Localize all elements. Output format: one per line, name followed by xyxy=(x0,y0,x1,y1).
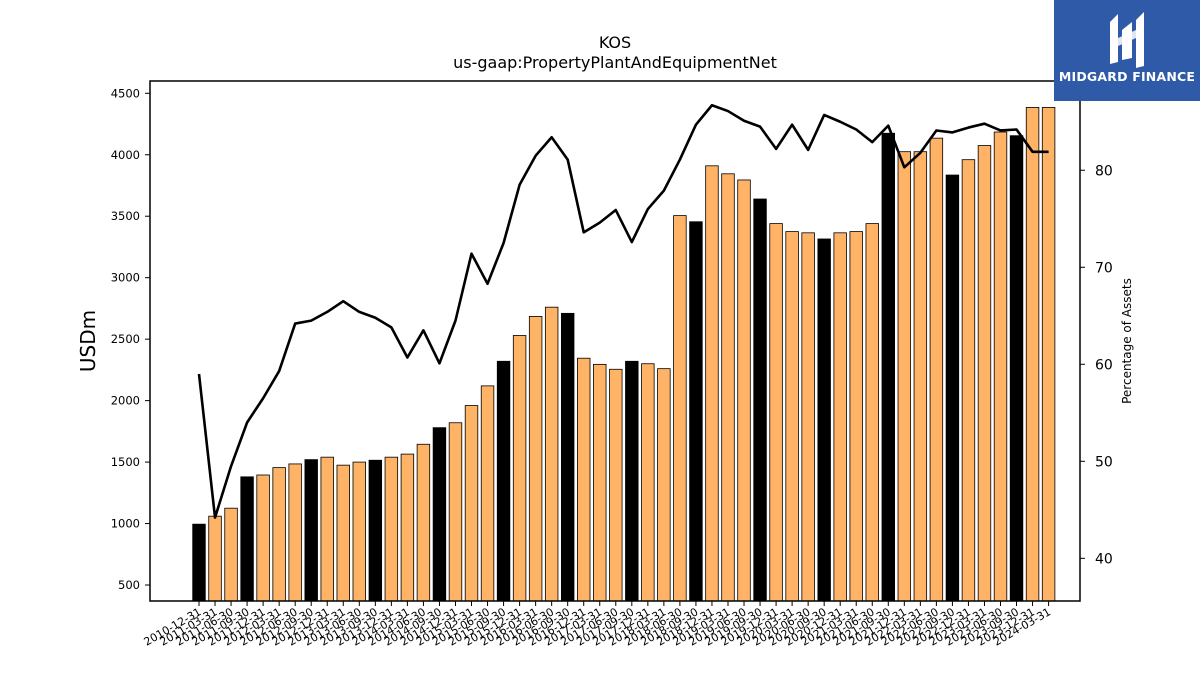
chart-subtitle: us-gaap:PropertyPlantAndEquipmentNet xyxy=(453,53,777,72)
bar-2021-06-30 xyxy=(865,223,879,602)
bar-2021-09-30 xyxy=(881,132,895,602)
y-tick-label: 2500 xyxy=(111,332,140,346)
bar-2012-09-30 xyxy=(304,459,318,602)
bar-2014-03-31 xyxy=(400,453,415,602)
bar-2019-09-30 xyxy=(753,198,767,602)
bar-2017-03-31 xyxy=(593,363,607,602)
bar-2013-09-30 xyxy=(368,459,383,602)
bar-2020-03-31 xyxy=(785,231,799,602)
bar-2023-09-30 xyxy=(1009,135,1024,602)
bar-2011-03-31 xyxy=(208,515,222,602)
y-tick-label: 1500 xyxy=(111,455,140,469)
y-right-tick-label: 80 xyxy=(1095,163,1113,179)
bar-2018-03-31 xyxy=(657,368,671,602)
bar-2017-06-30 xyxy=(609,368,623,602)
y-right-tick-label: 50 xyxy=(1095,454,1113,470)
bar-2021-03-31 xyxy=(849,231,863,602)
bar-2016-06-30 xyxy=(544,306,559,602)
plot-frame xyxy=(149,80,1081,602)
bar-2016-03-31 xyxy=(528,316,543,602)
bar-2019-12-31 xyxy=(769,223,783,602)
y-axis-left: 500 1000 1500 2000 2500 3000 3500 4000 4500 xyxy=(111,86,150,592)
midgard-finance-logo: MIDGARD FINANCE xyxy=(1054,0,1200,101)
bar-2013-03-31 xyxy=(336,464,350,602)
y-tick-label: 2000 xyxy=(111,394,140,408)
bar-2017-12-31 xyxy=(641,363,655,602)
bar-2019-06-30 xyxy=(737,179,751,602)
bar-2014-09-30 xyxy=(432,427,447,602)
midgard-m-logo-icon xyxy=(1110,12,1144,68)
y-right-tick-label: 40 xyxy=(1095,551,1113,567)
bar-2021-12-31 xyxy=(897,151,912,602)
percentage-line xyxy=(197,103,1049,519)
bar-2015-12-31 xyxy=(512,335,527,602)
bar-2016-09-30 xyxy=(560,312,575,602)
bar-2015-03-31 xyxy=(464,405,479,602)
bar-2020-06-30 xyxy=(801,232,815,602)
bar-2013-06-30 xyxy=(352,461,367,602)
bar-series xyxy=(192,107,1056,602)
bar-2014-12-31 xyxy=(448,422,463,602)
bar-2023-03-31 xyxy=(977,145,992,602)
bar-2023-12-31 xyxy=(1025,107,1040,602)
line-series xyxy=(197,103,1049,519)
bar-2023-06-30 xyxy=(993,131,1008,602)
y-axis-label: USDm xyxy=(76,310,100,372)
bar-2018-09-30 xyxy=(689,221,703,602)
bar-2011-06-30 xyxy=(224,507,238,602)
bar-2012-03-31 xyxy=(272,467,286,602)
bar-2014-06-30 xyxy=(416,443,431,602)
y-axis-right: 40 50 60 70 80 xyxy=(1080,163,1113,567)
bar-2015-06-30 xyxy=(480,385,495,602)
bar-2018-06-30 xyxy=(673,215,687,602)
logo-text: MIDGARD FINANCE xyxy=(1058,69,1196,84)
bar-2012-06-30 xyxy=(288,463,302,602)
bar-2011-09-30 xyxy=(240,476,254,602)
bar-2022-03-31 xyxy=(913,151,928,602)
y-right-tick-label: 60 xyxy=(1095,357,1113,373)
bar-2016-12-31 xyxy=(577,357,591,602)
bar-2015-09-30 xyxy=(496,360,511,602)
bar-2013-12-31 xyxy=(384,456,399,602)
y-tick-label: 4500 xyxy=(111,86,140,100)
bar-2011-12-31 xyxy=(256,474,270,602)
bar-2018-12-31 xyxy=(705,165,719,602)
bar-2017-09-30 xyxy=(625,360,639,602)
bar-2019-03-31 xyxy=(721,173,735,602)
y-tick-label: 3500 xyxy=(111,209,140,223)
bar-2022-06-30 xyxy=(929,137,944,602)
bar-2020-09-30 xyxy=(817,238,831,602)
y-axis-right-label: Percentage of Assets xyxy=(1120,278,1134,404)
bar-2012-12-31 xyxy=(320,456,334,602)
bar-2024-03-31 xyxy=(1041,107,1056,602)
bar-2022-12-31 xyxy=(961,159,976,602)
bar-2020-12-31 xyxy=(833,232,847,602)
bar-2010-12-31 xyxy=(192,523,206,602)
y-tick-label: 4000 xyxy=(111,148,140,162)
chart-title: KOS xyxy=(599,33,631,52)
y-tick-label: 1000 xyxy=(111,517,140,531)
bar-2022-09-30 xyxy=(945,174,960,602)
y-right-tick-label: 70 xyxy=(1095,260,1113,276)
x-axis: 2010-12-312011-03-312011-06-302011-09-30… xyxy=(142,601,1053,649)
y-tick-label: 500 xyxy=(118,578,140,592)
y-tick-label: 3000 xyxy=(111,271,140,285)
